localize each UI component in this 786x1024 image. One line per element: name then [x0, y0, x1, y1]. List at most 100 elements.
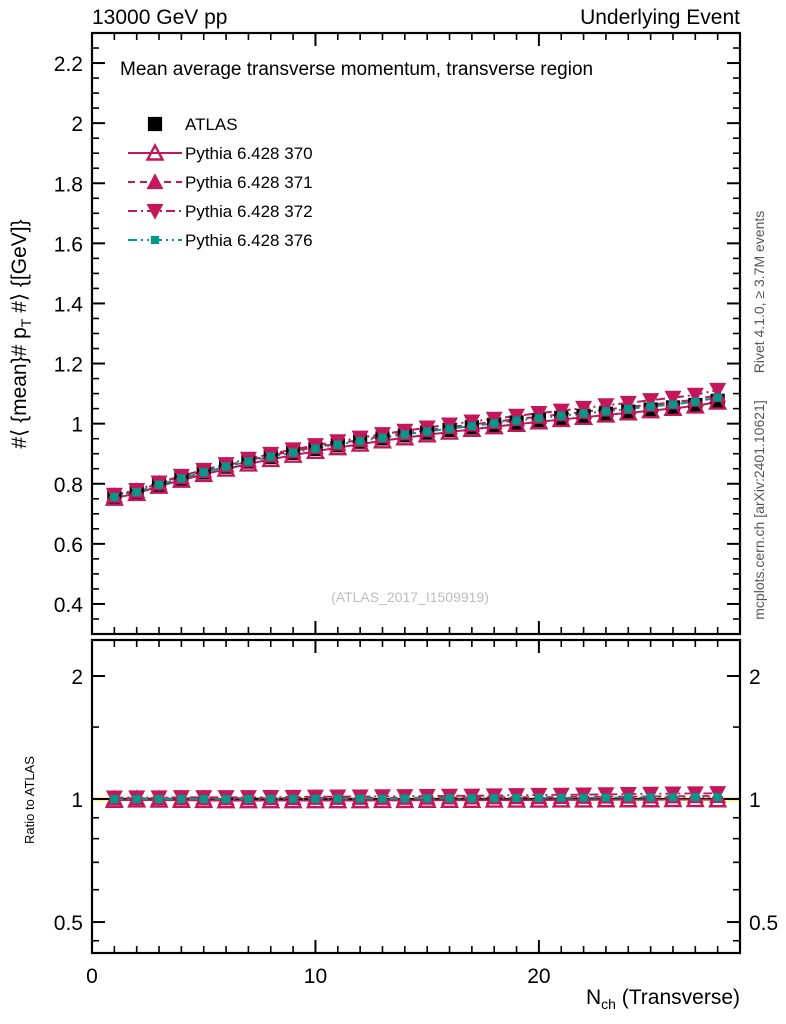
main-point-pythia-6.428-376: [154, 480, 164, 489]
ratio-point-pythia-6.428-376: [199, 794, 208, 804]
legend-item-pythia-370[interactable]: Pythia 6.428 370: [128, 142, 313, 163]
ratio-ytick-label: 1: [71, 789, 83, 812]
main-ytick-label: 0.6: [54, 534, 83, 557]
main-point-pythia-6.428-372: [642, 393, 660, 409]
main-series-line: [114, 401, 718, 500]
ratio-point-pythia-6.428-376: [266, 794, 275, 803]
ratio-point-pythia-6.428-376: [713, 793, 722, 802]
main-ytick-label: 1.4: [54, 293, 84, 316]
main-ytick-label: 2.2: [54, 53, 83, 76]
main-point-pythia-6.428-376: [378, 433, 387, 442]
legend-label: Pythia 6.428 372: [185, 202, 313, 221]
header-right-label: Underlying Event: [580, 6, 740, 29]
main-ytick-label: 1: [71, 414, 83, 437]
main-point-pythia-6.428-376: [311, 444, 320, 453]
legend-marker-sample: [145, 142, 165, 161]
main-point-pythia-6.428-376: [333, 440, 342, 449]
legend-item-pythia-371[interactable]: Pythia 6.428 371: [128, 173, 313, 192]
main-point-pythia-6.428-376: [266, 452, 275, 461]
ratio-ytick-label: 2: [71, 666, 83, 689]
side-label-rivet: Rivet 4.1.0, ≥ 3.7M events: [751, 211, 767, 374]
main-point-pythia-6.428-372: [597, 398, 615, 415]
ratio-panel-frame: [90, 638, 742, 955]
main-data-series-group: [104, 382, 728, 506]
ratio-point-pythia-6.428-376: [445, 794, 454, 803]
main-point-pythia-6.428-376: [534, 414, 543, 423]
ratio-point-pythia-6.428-376: [490, 794, 499, 803]
legend-marker-sample: [146, 173, 164, 190]
ratio-ytick-label-right: 0.5: [749, 912, 778, 935]
ratio-point-pythia-6.428-376: [624, 793, 633, 802]
main-point-pythia-6.428-372: [508, 408, 526, 425]
main-series-line: [114, 396, 718, 498]
legend-item-pythia-372[interactable]: Pythia 6.428 372: [128, 202, 313, 221]
legend-label: ATLAS: [185, 115, 238, 134]
legend-item-atlas[interactable]: ATLAS: [147, 115, 238, 134]
main-point-pythia-6.428-376: [110, 492, 119, 502]
main-ytick-label: 1.2: [54, 354, 83, 377]
y-title-sub: T: [18, 318, 34, 327]
main-ytick-label: 0.4: [54, 594, 84, 617]
ratio-point-pythia-6.428-376: [289, 794, 298, 803]
main-ytick-label: 2: [71, 113, 83, 136]
legend-marker-sample: [147, 116, 163, 132]
x-title-pre: N: [586, 986, 601, 1009]
ratio-ytick-label: 0.5: [54, 912, 83, 935]
ratio-ytick-label-right: 2: [749, 666, 761, 689]
x-title-sub: ch: [601, 996, 616, 1012]
dataset-watermark: (ATLAS_2017_I1509919): [331, 589, 489, 605]
main-point-pythia-6.428-376: [221, 462, 231, 471]
ratio-point-pythia-6.428-376: [691, 793, 700, 802]
x-axis-title: Nch (Transverse): [586, 986, 740, 1012]
svg-text:#⟨ {mean}# pT #⟩ {[GeV]}: #⟨ {mean}# pT #⟩ {[GeV]}: [8, 219, 34, 448]
ratio-point-pythia-6.428-376: [132, 794, 141, 804]
main-point-pythia-6.428-376: [467, 421, 476, 431]
y-title-post: #⟩ {[GeV]}: [8, 219, 31, 318]
main-point-pythia-6.428-372: [664, 390, 682, 407]
main-point-pythia-6.428-372: [709, 382, 727, 399]
ratio-point-pythia-6.428-376: [467, 794, 476, 803]
legend-item-pythia-376[interactable]: Pythia 6.428 376: [128, 231, 313, 250]
legend-label: Pythia 6.428 370: [185, 144, 313, 163]
main-ytick-label: 1.6: [54, 233, 83, 256]
main-point-pythia-6.428-376: [445, 424, 454, 433]
ratio-data-series-group: [104, 786, 728, 809]
plot-title: Mean average transverse momentum, transv…: [120, 59, 593, 80]
ratio-series-line: [114, 792, 718, 799]
main-point-pythia-6.428-376: [624, 404, 633, 414]
ratio-point-pythia-6.428-376: [601, 793, 611, 802]
ratio-point-pythia-6.428-376: [400, 794, 409, 803]
ratio-point-pythia-6.428-376: [557, 793, 566, 802]
ratio-point-pythia-6.428-376: [356, 794, 365, 803]
ratio-point-pythia-6.428-376: [244, 794, 253, 804]
main-point-pythia-6.428-376: [289, 448, 298, 457]
ratio-y-axis-title: Ratio to ATLAS: [22, 756, 37, 844]
main-point-pythia-6.428-376: [244, 457, 253, 466]
ratio-point-pythia-6.428-376: [579, 793, 588, 802]
main-point-pythia-6.428-372: [552, 403, 570, 420]
main-point-pythia-6.428-376: [512, 416, 521, 425]
main-point-pythia-6.428-376: [601, 407, 611, 416]
main-point-pythia-6.428-372: [575, 400, 593, 417]
ratio-point-pythia-6.428-376: [668, 793, 678, 802]
main-point-pythia-6.428-376: [691, 397, 700, 406]
main-point-pythia-6.428-376: [646, 402, 655, 411]
legend: ATLAS Pythia 6.428 370 Pythia 6.428 371 Pyt…: [128, 115, 313, 250]
ratio-point-pythia-6.428-376: [154, 794, 164, 804]
main-point-pythia-6.428-376: [490, 419, 499, 428]
ratio-ytick-label-right: 1: [749, 789, 761, 812]
ratio-series-line: [114, 796, 718, 801]
main-axis-ticks: 2.2 2 1.8 1.6 1.4 1.2 1 0.8 0.6 0.4: [54, 32, 741, 635]
ratio-point-pythia-6.428-376: [177, 794, 186, 804]
main-series-line: [114, 389, 718, 496]
ratio-point-pythia-6.428-376: [311, 794, 320, 803]
main-point-pythia-6.428-372: [619, 395, 637, 412]
ratio-axis-ticks: 2 2 1 1 0.5 0.5 0 10 20: [54, 640, 778, 988]
x-tick-label: 0: [86, 965, 98, 988]
main-point-pythia-6.428-376: [356, 436, 365, 446]
ratio-point-pythia-6.428-376: [423, 794, 432, 803]
ratio-point-pythia-6.428-376: [221, 794, 231, 804]
